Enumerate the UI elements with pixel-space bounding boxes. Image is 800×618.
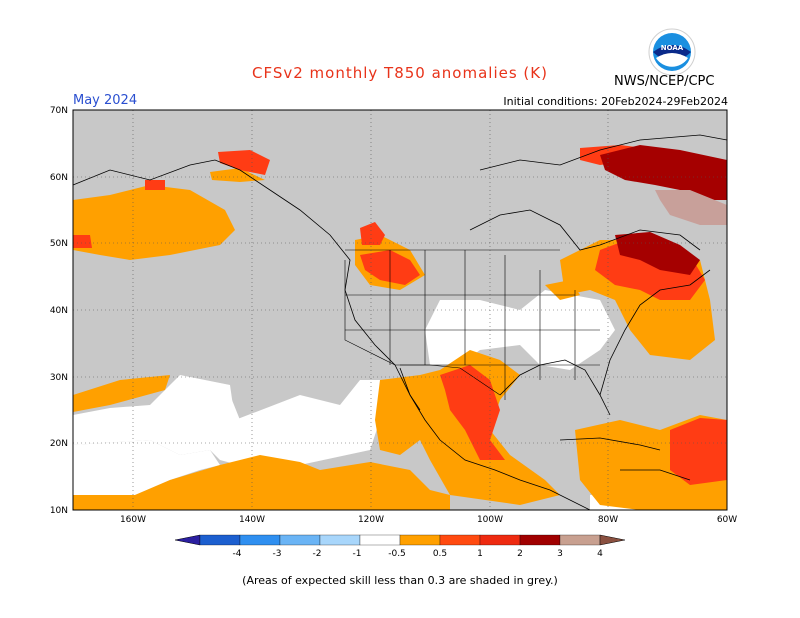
colorbar-label: -4 [233, 549, 242, 559]
colorbar-box [559, 534, 601, 546]
lat-label: 10N [50, 506, 68, 516]
coastlines [72, 134, 728, 511]
colorbar-label: 2 [517, 549, 523, 559]
noaa-logo: NOAA [648, 28, 696, 76]
graticule [73, 110, 727, 510]
logo-text: NOAA [661, 44, 684, 52]
lon-labels: 160W 140W 120W 100W 80W 60W [120, 515, 737, 525]
colorbar-box [199, 534, 241, 546]
colorbar-label: -3 [273, 549, 282, 559]
lon-label: 160W [120, 515, 146, 525]
lat-label: 20N [50, 439, 68, 449]
lon-label: 140W [239, 515, 265, 525]
skill-note: (Areas of expected skill less than 0.3 a… [242, 574, 558, 587]
colorbar-label: 3 [557, 549, 563, 559]
colorbar-arrow-high [599, 534, 626, 546]
colorbar-label: -0.5 [388, 549, 406, 559]
chart-title: CFSv2 monthly T850 anomalies (K) [252, 64, 548, 82]
map-frame [72, 109, 728, 511]
colorbar-label: -1 [353, 549, 362, 559]
colorbar-box [239, 534, 281, 546]
lat-label: 50N [50, 239, 68, 249]
colorbar-label: 0.5 [433, 549, 447, 559]
colorbar-box [479, 534, 521, 546]
org-label: NWS/NCEP/CPC [614, 74, 715, 89]
lon-label: 100W [477, 515, 503, 525]
lat-label: 40N [50, 306, 68, 316]
colorbar-label: -2 [313, 549, 322, 559]
colorbar-box [519, 534, 561, 546]
initial-conditions: Initial conditions: 20Feb2024-29Feb2024 [503, 95, 728, 108]
colorbar-box [399, 534, 441, 546]
lat-label: 70N [50, 106, 68, 116]
borders [344, 249, 600, 400]
lon-label: 80W [598, 515, 618, 525]
lat-label: 30N [50, 373, 68, 383]
colorbar-label: 1 [477, 549, 483, 559]
colorbar-box [319, 534, 361, 546]
map-fill [73, 110, 727, 510]
colorbar-box [359, 534, 401, 546]
colorbar: -4 -3 -2 -1 -0.5 0.5 1 2 3 4 [174, 534, 626, 559]
forecast-month: May 2024 [73, 93, 138, 108]
lat-label: 60N [50, 173, 68, 183]
colorbar-box [279, 534, 321, 546]
colorbar-label: 4 [597, 549, 603, 559]
colorbar-arrow-low [174, 534, 201, 546]
lon-label: 120W [358, 515, 384, 525]
lon-label: 60W [717, 515, 737, 525]
colorbar-box [439, 534, 481, 546]
lat-labels: 70N 60N 50N 40N 30N 20N 10N [50, 106, 68, 516]
